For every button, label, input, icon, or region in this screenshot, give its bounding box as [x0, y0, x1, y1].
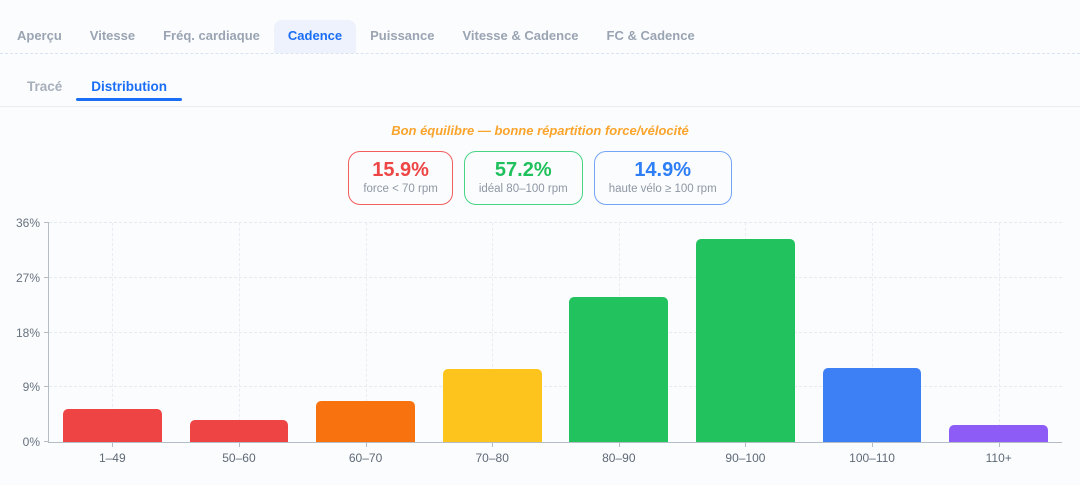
x-axis-tick-label: 60–70 [348, 451, 383, 465]
x-axis-tick-label: 90–100 [725, 451, 766, 465]
tab-puissance[interactable]: Puissance [370, 28, 435, 43]
x-axis-tick-label: 80–90 [602, 451, 636, 465]
y-axis-tick-label: 0% [22, 435, 40, 449]
tab-apercu[interactable]: Aperçu [17, 28, 62, 43]
tab-vitesse-cadence[interactable]: Vitesse & Cadence [462, 28, 579, 43]
stat-label: haute vélo ≥ 100 rpm [608, 183, 717, 195]
primary-tabs: Aperçu Vitesse Fréq. cardiaque Cadence P… [0, 0, 1080, 54]
tab-fc-cadence[interactable]: FC & Cadence [606, 28, 695, 43]
y-axis-tick [44, 331, 49, 333]
x-axis-tick [872, 442, 874, 447]
y-axis-tick-label: 18% [15, 325, 40, 340]
gridline-horizontal [49, 386, 1062, 388]
x-axis-tick [745, 442, 747, 447]
bar-100-110[interactable] [822, 368, 922, 442]
stat-label: force < 70 rpm [363, 183, 438, 195]
y-axis-tick-label: 9% [22, 380, 40, 395]
x-axis-tick [365, 442, 367, 447]
gridline-vertical [872, 223, 874, 442]
bar-80-90[interactable] [569, 297, 669, 442]
tab-vitesse[interactable]: Vitesse [89, 28, 136, 43]
stat-card-haute-velocite: 14.9% haute vélo ≥ 100 rpm [593, 151, 732, 205]
summary-cards: 15.9% force < 70 rpm 57.2% idéal 80–100 … [0, 151, 1080, 205]
stat-label: idéal 80–100 rpm [478, 183, 568, 195]
tab-freq-cardiaque[interactable]: Fréq. cardiaque [163, 28, 260, 43]
x-axis-tick-label: 100–110 [849, 451, 895, 465]
bar-70-80[interactable] [442, 369, 542, 442]
y-axis-tick [44, 222, 49, 223]
x-axis-tick-label: 110+ [985, 451, 1012, 465]
stat-card-force: 15.9% force < 70 rpm [348, 151, 453, 205]
gridline-horizontal [49, 222, 1062, 223]
tab-trace[interactable]: Tracé [27, 78, 63, 94]
plot-area: 0% 9% 18% 27% 36% 1–49 50–60 60–70 70–80 80–90 90–… [16, 217, 1062, 465]
y-axis-tick [44, 441, 49, 442]
x-axis-tick [998, 442, 1000, 447]
secondary-tabs: Tracé Distribution [0, 54, 1080, 107]
gridline-vertical [238, 223, 240, 442]
y-axis-tick [44, 386, 49, 388]
stat-value: 14.9% [634, 159, 692, 181]
gridline-horizontal [49, 276, 1062, 278]
x-axis-tick [492, 442, 494, 447]
x-axis-tick-label: 1–49 [98, 451, 126, 465]
x-axis-tick [618, 442, 620, 447]
gridline-vertical [365, 223, 367, 442]
gridline-vertical [492, 223, 494, 442]
stat-value: 15.9% [372, 159, 429, 181]
cadence-distribution-chart: 0% 9% 18% 27% 36% 1–49 50–60 60–70 70–80 80–90 90–… [0, 209, 1080, 465]
x-axis-tick [112, 442, 114, 447]
y-axis-tick [44, 276, 49, 278]
x-axis-tick [238, 442, 240, 447]
gridline-vertical [112, 223, 114, 442]
gridline-horizontal [49, 331, 1062, 333]
gridline-vertical [998, 223, 1000, 442]
bar-110+[interactable] [949, 424, 1049, 442]
x-axis-tick-label: 50–60 [222, 451, 256, 465]
y-axis-tick-label: 36% [15, 216, 40, 230]
bar-90-100[interactable] [696, 238, 795, 442]
tab-distribution[interactable]: Distribution [76, 66, 182, 106]
balance-status: Bon équilibre — bonne répartition force/… [391, 123, 689, 138]
y-axis-tick-label: 27% [15, 270, 40, 285]
x-axis-tick-label: 70–80 [475, 451, 509, 465]
tab-cadence[interactable]: Cadence [273, 20, 357, 53]
bar-1-49[interactable] [62, 408, 162, 442]
stat-value: 57.2% [494, 159, 552, 181]
bar-60-70[interactable] [316, 400, 415, 442]
stat-card-ideal: 57.2% idéal 80–100 rpm [463, 151, 583, 205]
bar-50-60[interactable] [189, 420, 289, 442]
